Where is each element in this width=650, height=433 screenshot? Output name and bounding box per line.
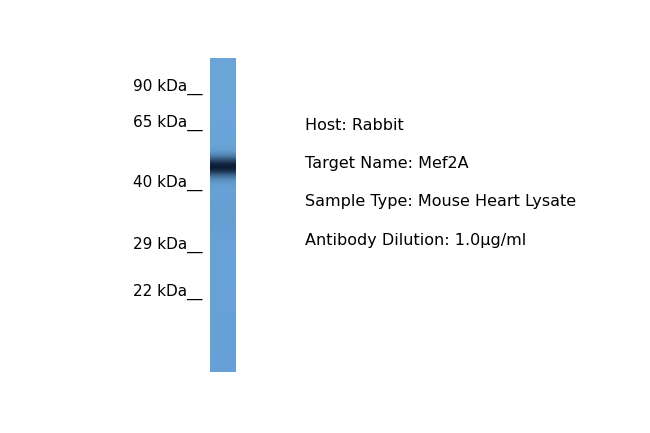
Text: Target Name: Mef2A: Target Name: Mef2A bbox=[306, 156, 469, 171]
Text: 40 kDa__: 40 kDa__ bbox=[133, 174, 202, 191]
Text: Host: Rabbit: Host: Rabbit bbox=[306, 118, 404, 133]
Text: Antibody Dilution: 1.0µg/ml: Antibody Dilution: 1.0µg/ml bbox=[306, 233, 526, 248]
Text: 22 kDa__: 22 kDa__ bbox=[133, 284, 202, 300]
Text: 65 kDa__: 65 kDa__ bbox=[133, 115, 202, 131]
Text: Sample Type: Mouse Heart Lysate: Sample Type: Mouse Heart Lysate bbox=[306, 194, 577, 210]
Text: 29 kDa__: 29 kDa__ bbox=[133, 237, 202, 253]
Text: 90 kDa__: 90 kDa__ bbox=[133, 79, 202, 95]
